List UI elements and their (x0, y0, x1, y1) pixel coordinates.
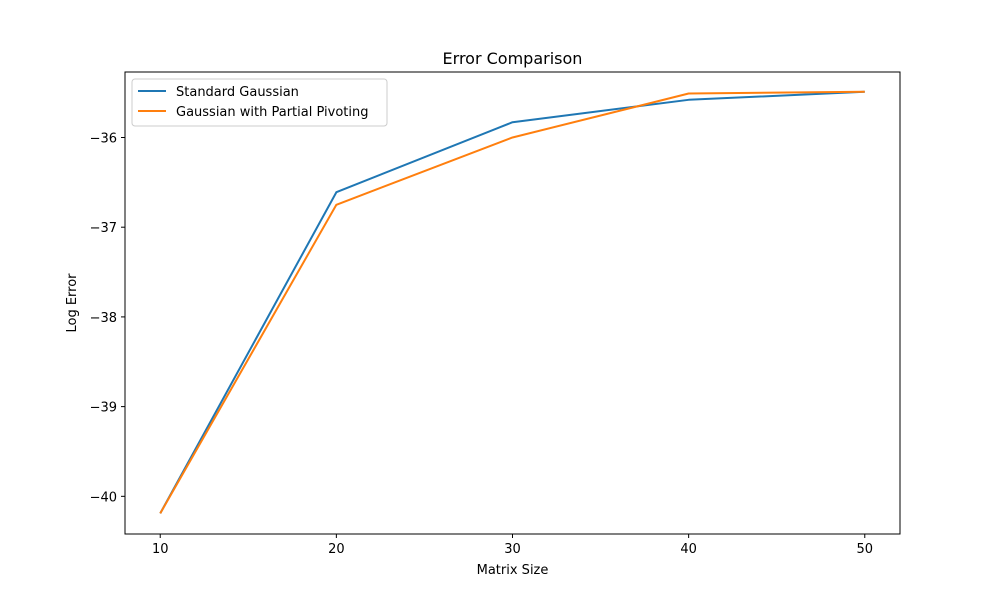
x-tick-label: 50 (856, 542, 873, 557)
x-tick-label: 10 (152, 542, 169, 557)
y-axis-label: Log Error (65, 273, 80, 333)
series-line-gaussian-with-partial-pivoting (159, 90, 865, 514)
legend-box (131, 78, 388, 127)
series-line-standard-gaussian (159, 90, 865, 514)
x-tick-label: 40 (680, 542, 697, 557)
y-tick-label: −38 (90, 311, 117, 326)
x-tick-label: 30 (504, 542, 521, 557)
y-tick-label: −40 (90, 490, 117, 505)
x-axis: 10 20 30 40 50 (152, 534, 873, 557)
y-tick-label: −36 (90, 131, 117, 146)
x-tick-label: 20 (328, 542, 345, 557)
series-layer (159, 90, 865, 514)
y-tick-label: −39 (90, 401, 117, 416)
y-tick-label: −37 (90, 221, 117, 236)
x-axis-label: Matrix Size (477, 563, 549, 578)
legend-label-partial-pivoting: Gaussian with Partial Pivoting (176, 105, 369, 120)
legend-label-standard-gaussian: Standard Gaussian (176, 85, 299, 100)
y-axis: −40 −39 −38 −37 −36 (90, 131, 125, 505)
legend: Standard Gaussian Gaussian with Partial … (131, 78, 388, 127)
chart-title: Error Comparison (443, 49, 583, 68)
